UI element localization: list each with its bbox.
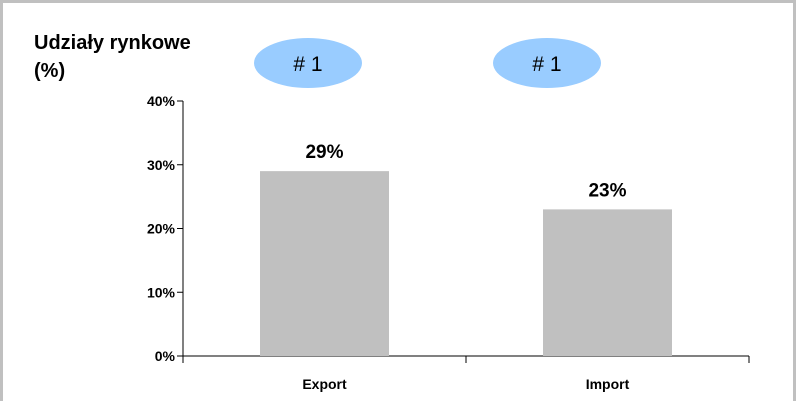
y-tick-label: 10% — [147, 284, 176, 300]
chart-title-unit: (%) — [34, 60, 65, 82]
rank-badges: # 1 # 1 — [254, 38, 601, 88]
y-tick-label: 30% — [147, 157, 176, 173]
x-tick-label: Export — [302, 376, 347, 392]
rank-badge — [254, 38, 362, 88]
bar-import — [543, 209, 672, 356]
bar-export — [260, 171, 389, 356]
y-tick-label: 40% — [147, 93, 176, 109]
chart-title: Udziały rynkowe — [34, 32, 191, 54]
data-label-export: 29% — [305, 142, 343, 163]
y-tick-label: 20% — [147, 221, 176, 237]
data-label-import: 23% — [588, 180, 626, 201]
y-tick-label: 0% — [155, 348, 176, 364]
rank-badge-label: # 1 — [293, 53, 322, 76]
rank-badge — [493, 38, 601, 88]
bars: 29% Export 23% Import — [260, 142, 672, 392]
rank-badge-label: # 1 — [532, 53, 561, 76]
x-tick-label: Import — [586, 376, 630, 392]
